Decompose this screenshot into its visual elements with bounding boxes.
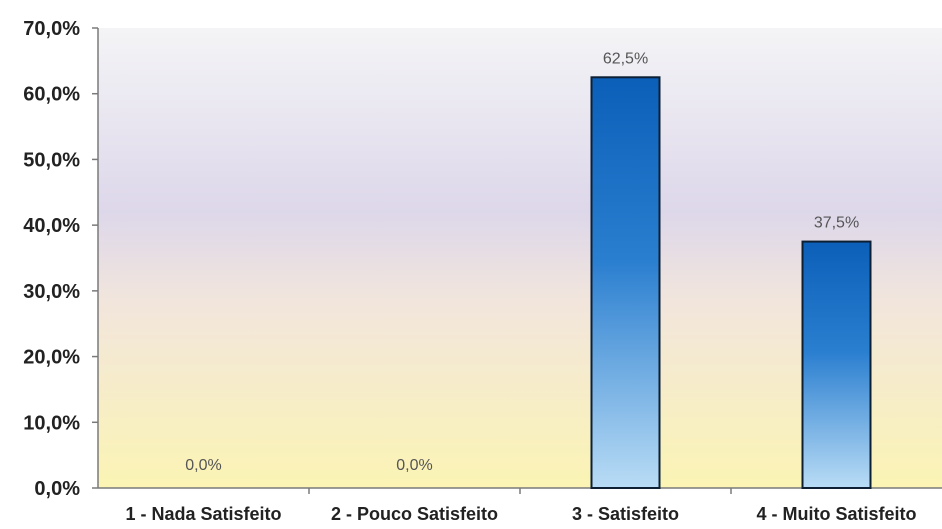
x-tick-label: 1 - Nada Satisfeito [125,504,281,524]
y-tick-label: 0,0% [34,478,80,500]
bar [801,240,872,489]
plot-area [98,28,942,488]
y-tick-label: 20,0% [23,347,80,369]
data-label: 37,5% [814,215,859,232]
x-tick-label: 3 - Satisfeito [572,504,679,524]
data-label: 0,0% [185,457,221,474]
y-tick-label: 70,0% [23,18,80,40]
x-tick-label: 2 - Pouco Satisfeito [331,504,498,524]
y-tick-label: 60,0% [23,84,80,106]
x-tick-label: 4 - Muito Satisfeito [756,504,916,524]
data-label: 0,0% [396,457,432,474]
bar [590,76,661,490]
y-tick-label: 50,0% [23,149,80,171]
y-tick-label: 30,0% [23,281,80,303]
y-tick-label: 10,0% [23,412,80,434]
data-label: 62,5% [603,50,648,67]
y-tick-label: 40,0% [23,215,80,237]
